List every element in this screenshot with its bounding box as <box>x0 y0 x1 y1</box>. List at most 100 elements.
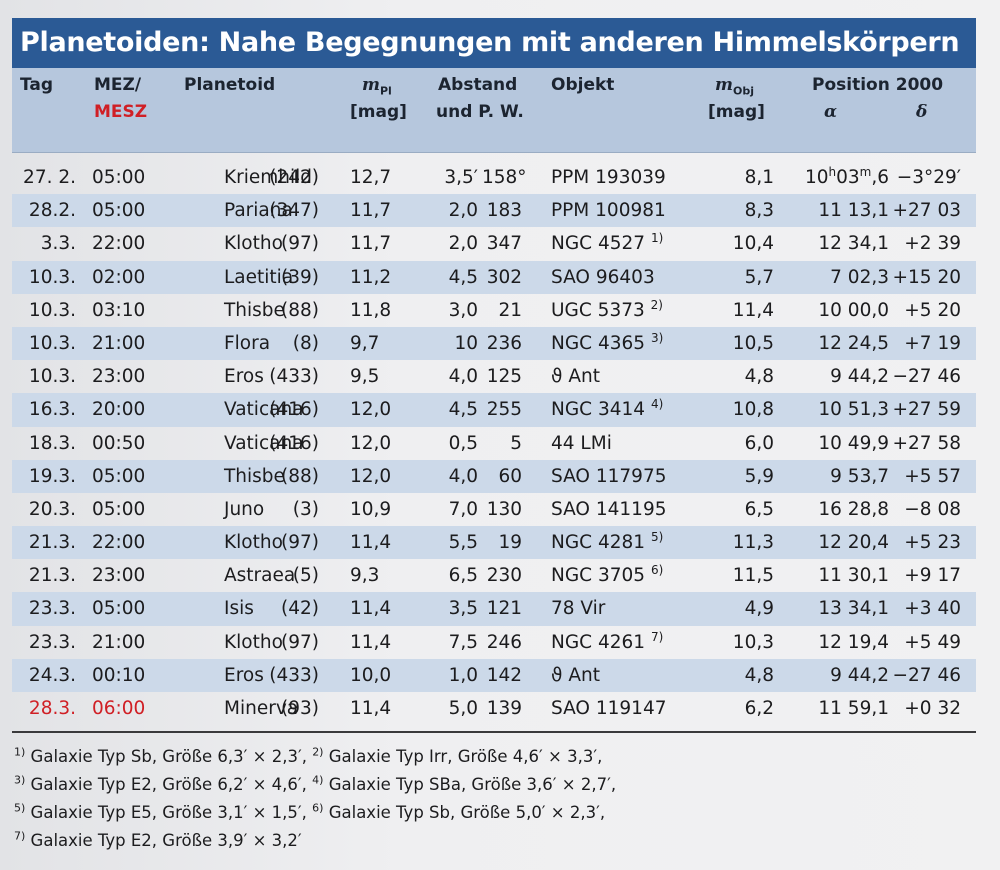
cell-objekt: UGC 5373 2) <box>551 294 663 327</box>
cell-time: 03:10 <box>92 299 146 321</box>
header-objekt: Objekt <box>551 75 615 95</box>
cell-ra: 11 13,1 <box>785 194 889 227</box>
ra-minutes: 13 <box>841 200 872 222</box>
cell-objekt: NGC 3705 6) <box>551 559 663 592</box>
cell-planetoid-name: Eros <box>224 366 264 388</box>
cell-objekt-name: NGC 4281 <box>551 532 646 554</box>
ra-decimal: ,4 <box>871 532 889 554</box>
cell-objekt: 44 LMi <box>551 427 612 460</box>
cell-mobj: 11,4 <box>732 299 774 321</box>
cell-planetoid-number: (88) <box>281 465 319 487</box>
cell-tag: 28.2. <box>28 200 76 222</box>
cell-objekt: ϑ Ant <box>551 659 600 692</box>
cell-dec: −27 46 <box>892 366 961 388</box>
cell-abstand: 3,0 <box>448 299 478 321</box>
ra-hours: 11 <box>818 565 842 587</box>
cell-planetoid-number: (3) <box>292 498 319 520</box>
cell-mobj: 8,3 <box>744 200 774 222</box>
cell-dec: +27 59 <box>892 399 961 421</box>
ra-minutes: 34 <box>841 598 872 620</box>
footnote-line: 5) Galaxie Typ E5, Größe 3,1′ × 1,5′, 6)… <box>14 799 976 827</box>
cell-objekt-name: PPM 193039 <box>551 167 666 188</box>
cell-time: 05:00 <box>92 167 146 188</box>
header-mobj-m: m <box>715 75 733 95</box>
cell-mobj: 10,4 <box>732 233 774 255</box>
cell-planetoid-number: (433) <box>269 664 319 686</box>
cell-dec: +0 32 <box>904 698 961 719</box>
cell-planetoid-name: Thisbe <box>224 299 285 321</box>
footnote-number: 2) <box>312 745 324 759</box>
cell-planetoid-name: Klotho <box>224 233 283 255</box>
footnote-line: 1) Galaxie Typ Sb, Größe 6,3′ × 2,3′, 2)… <box>14 743 976 771</box>
footnote-ref: 2) <box>650 297 663 312</box>
table-row: 16.3. 20:00 (416) Vaticana 12,0 4,5 255 NGC 341… <box>12 393 976 427</box>
cell-ra: 16 28,8 <box>785 493 889 526</box>
ra-minutes: 59 <box>841 698 872 719</box>
cell-planetoid-name: Isis <box>224 598 254 620</box>
ra-hours: 13 <box>818 598 842 620</box>
cell-mpl: 9,7 <box>350 332 380 354</box>
header-mesz: MESZ <box>94 99 147 126</box>
cell-pw: 130 <box>486 498 522 520</box>
cell-objekt: NGC 4365 3) <box>551 327 663 360</box>
cell-planetoid-name: Kriemhild <box>224 167 313 188</box>
cell-dec: +5 57 <box>904 465 961 487</box>
cell-planetoid-number: (97) <box>281 233 319 255</box>
ra-minutes: 44 <box>841 664 872 686</box>
footnote-ref: 5) <box>650 529 664 544</box>
footnote-text: Galaxie Typ E2, Größe 6,2′ × 4,6′, <box>25 775 307 795</box>
cell-time: 00:10 <box>92 664 146 686</box>
footnote-ref: 4) <box>650 397 664 412</box>
header-delta: δ <box>916 102 928 122</box>
cell-abstand: 4,0 <box>448 366 478 388</box>
ra-decimal: ,2 <box>871 366 889 388</box>
cell-objekt-name: ϑ Ant <box>551 366 600 388</box>
cell-ra: 11 30,1 <box>785 559 889 592</box>
cell-time: 21:00 <box>92 631 146 653</box>
cell-abstand: 6,5 <box>448 565 478 587</box>
footnote-ref: 1) <box>650 231 664 246</box>
footnote-text: Galaxie Typ E5, Größe 3,1′ × 1,5′, <box>25 803 307 823</box>
ra-minutes: 20 <box>841 532 872 554</box>
cell-pw: 230 <box>486 565 522 587</box>
cell-dec: +5 49 <box>904 631 961 653</box>
cell-tag: 10.3. <box>28 332 76 354</box>
ra-decimal: ,1 <box>871 565 889 587</box>
header-mpl: mPl <box>362 72 392 104</box>
cell-ra: 12 19,4 <box>785 626 889 659</box>
footnote-number: 5) <box>14 801 26 815</box>
ra-hours: 12 <box>818 233 842 255</box>
footnote-line: 3) Galaxie Typ E2, Größe 6,2′ × 4,6′, 4)… <box>14 771 976 799</box>
ra-decimal: ,2 <box>871 664 889 686</box>
cell-objekt: SAO 141195 <box>551 493 666 526</box>
cell-objekt: SAO 117975 <box>551 460 666 493</box>
footnote-ref: 7) <box>650 629 664 644</box>
cell-objekt: PPM 100981 <box>551 194 666 227</box>
cell-pw: 5 <box>510 432 522 454</box>
header-pw: und P. W. <box>436 102 524 122</box>
cell-objekt-name: PPM 100981 <box>551 200 666 222</box>
ra-minutes: 49 <box>841 432 872 454</box>
cell-mpl: 11,7 <box>350 233 392 255</box>
cell-planetoid-name: Juno <box>224 498 265 520</box>
cell-ra: 10 00,0 <box>785 294 889 327</box>
cell-dec: +9 17 <box>904 565 961 587</box>
ra-minutes: 53 <box>841 465 872 487</box>
cell-ra: 7 02,3 <box>785 261 889 294</box>
cell-planetoid-number: (93) <box>281 698 319 719</box>
ra-decimal: ,3 <box>871 399 889 421</box>
cell-objekt-name: SAO 117975 <box>551 465 667 487</box>
cell-planetoid-number: (42) <box>281 598 319 620</box>
footnote-ref: 6) <box>650 563 664 578</box>
cell-dec: +2 39 <box>904 233 961 255</box>
ra-minutes: 28 <box>841 498 872 520</box>
cell-ra: 10 51,3 <box>785 393 889 426</box>
table-row: 10.3. 03:10 (88) Thisbe 11,8 3,0 21 UGC 5373 2)… <box>12 294 976 327</box>
cell-planetoid-number: (39) <box>281 266 319 288</box>
ra-hours: 16 <box>818 498 842 520</box>
table-row: 21.3. 22:00 (97) Klotho 11,4 5,5 19 NGC 4281 5)… <box>12 526 976 560</box>
table-body: 27. 2. 05:00 (242) Kriemhild 12,7 3,5′ 158° PPM… <box>12 153 976 725</box>
ra-hours: 10 <box>818 432 842 454</box>
cell-mpl: 12,0 <box>350 465 392 487</box>
cell-abstand: 2,0 <box>448 200 478 222</box>
